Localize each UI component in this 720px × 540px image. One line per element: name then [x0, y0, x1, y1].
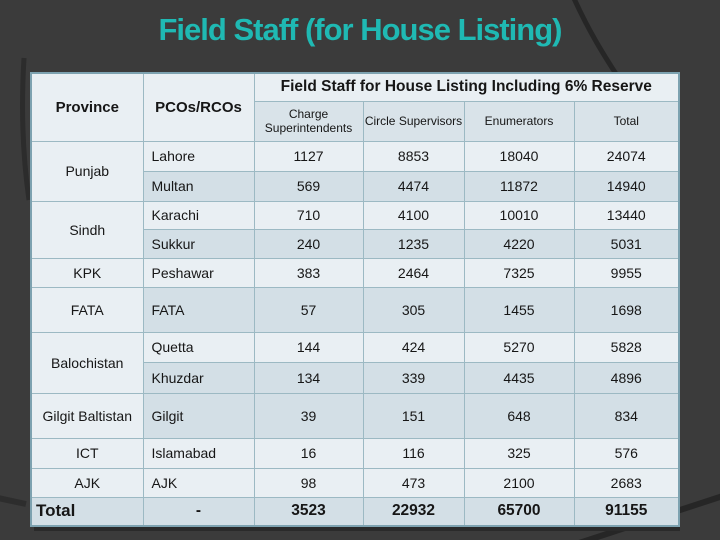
cell-value: 1455	[463, 286, 575, 333]
cell-value: 116	[362, 437, 465, 469]
header-row-group: Province PCOs/RCOs Field Staff for House…	[30, 72, 680, 142]
total-value: 3523	[253, 496, 364, 527]
table-row: ICT Islamabad 16 116 325 576	[30, 437, 680, 469]
pco-sukkur: Sukkur	[142, 228, 255, 259]
cell-value: 7325	[463, 257, 575, 288]
cell-value: 834	[573, 392, 680, 439]
cell-value: 576	[573, 437, 680, 469]
header-total: Total	[573, 100, 680, 142]
cell-value: 151	[362, 392, 465, 439]
province-gilgit-baltistan: Gilgit Baltistan	[30, 392, 144, 439]
province-balochistan: Balochistan	[30, 331, 144, 394]
cell-value: 240	[253, 228, 364, 259]
cell-value: 4896	[573, 361, 680, 394]
slide-title: Field Staff (for House Listing)	[158, 12, 563, 47]
province-fata: FATA	[30, 286, 144, 333]
header-pcos-rcos: PCOs/RCOs	[142, 72, 255, 142]
header-row-sub: Charge Superintendents Circle Supervisor…	[31, 100, 680, 142]
cell-value: 4474	[362, 170, 465, 202]
pco-lahore: Lahore	[142, 140, 255, 172]
cell-value: 9955	[573, 257, 680, 288]
cell-value: 1235	[362, 228, 465, 259]
province-sindh: Sindh	[30, 200, 144, 259]
cell-value: 13440	[573, 200, 680, 230]
total-pcos-dash: -	[142, 496, 255, 527]
cell-value: 57	[253, 286, 364, 333]
cell-value: 98	[253, 467, 364, 498]
table-row: Sukkur 240 1235 4220 5031	[31, 228, 680, 259]
cell-value: 424	[362, 331, 465, 363]
cell-value: 16	[253, 437, 364, 469]
cell-value: 4220	[463, 228, 575, 259]
table-row: Balochistan Quetta 144 424 5270 5828	[30, 331, 680, 394]
header-enumerators: Enumerators	[463, 100, 575, 142]
header-group-title: Field Staff for House Listing Including …	[253, 72, 680, 102]
cell-value: 14940	[573, 170, 680, 202]
cell-value: 8853	[362, 140, 465, 172]
cell-value: 11872	[463, 170, 575, 202]
pco-khuzdar: Khuzdar	[142, 361, 255, 394]
cell-value: 134	[253, 361, 364, 394]
cell-value: 1127	[253, 140, 364, 172]
total-value: 22932	[362, 496, 465, 527]
pco-multan: Multan	[142, 170, 255, 202]
cell-value: 325	[463, 437, 575, 469]
field-staff-table: Province PCOs/RCOs Field Staff for House…	[30, 72, 681, 527]
cell-value: 5270	[463, 331, 575, 363]
total-label: Total	[30, 496, 144, 527]
province-punjab: Punjab	[30, 140, 144, 202]
cell-value: 2100	[463, 467, 575, 498]
header-charge-superintendents: Charge Superintendents	[253, 100, 364, 142]
pco-quetta: Quetta	[142, 331, 255, 363]
pco-fata: FATA	[142, 286, 255, 333]
cell-value: 5828	[573, 331, 680, 363]
cell-value: 2683	[573, 467, 680, 498]
total-value: 65700	[463, 496, 575, 527]
cell-value: 305	[362, 286, 465, 333]
table-shadow	[34, 525, 680, 531]
cell-value: 18040	[463, 140, 575, 172]
cell-value: 339	[362, 361, 465, 394]
table-row: AJK AJK 98 473 2100 2683	[30, 467, 680, 498]
header-province: Province	[30, 72, 144, 142]
province-kpk: KPK	[30, 257, 144, 288]
pco-peshawar: Peshawar	[142, 257, 255, 288]
cell-value: 4100	[362, 200, 465, 230]
cell-value: 4435	[463, 361, 575, 394]
cell-value: 5031	[573, 228, 680, 259]
table-row: FATA FATA 57 305 1455 1698	[30, 286, 680, 333]
cell-value: 648	[463, 392, 575, 439]
pco-islamabad: Islamabad	[142, 437, 255, 469]
header-circle-supervisors: Circle Supervisors	[362, 100, 465, 142]
cell-value: 10010	[463, 200, 575, 230]
table-row: Khuzdar 134 339 4435 4896	[31, 361, 680, 394]
cell-value: 2464	[362, 257, 465, 288]
province-ajk: AJK	[30, 467, 144, 498]
table-row: Multan 569 4474 11872 14940	[31, 170, 680, 202]
pco-karachi: Karachi	[142, 200, 255, 230]
cell-value: 473	[362, 467, 465, 498]
cell-value: 1698	[573, 286, 680, 333]
cell-value: 569	[253, 170, 364, 202]
table-row: KPK Peshawar 383 2464 7325 9955	[30, 257, 680, 288]
pco-ajk: AJK	[142, 467, 255, 498]
table-row: Sindh Karachi 710 4100 10010 13440	[30, 200, 680, 259]
pco-gilgit: Gilgit	[142, 392, 255, 439]
cell-value: 24074	[573, 140, 680, 172]
table-row: Punjab Lahore 1127 8853 18040 24074	[30, 140, 680, 202]
cell-value: 144	[253, 331, 364, 363]
cell-value: 383	[253, 257, 364, 288]
total-value: 91155	[573, 496, 680, 527]
province-ict: ICT	[30, 437, 144, 469]
cell-value: 710	[253, 200, 364, 230]
cell-value: 39	[253, 392, 364, 439]
total-row: Total - 3523 22932 65700 91155	[30, 496, 680, 527]
table-row: Gilgit Baltistan Gilgit 39 151 648 834	[30, 392, 680, 439]
